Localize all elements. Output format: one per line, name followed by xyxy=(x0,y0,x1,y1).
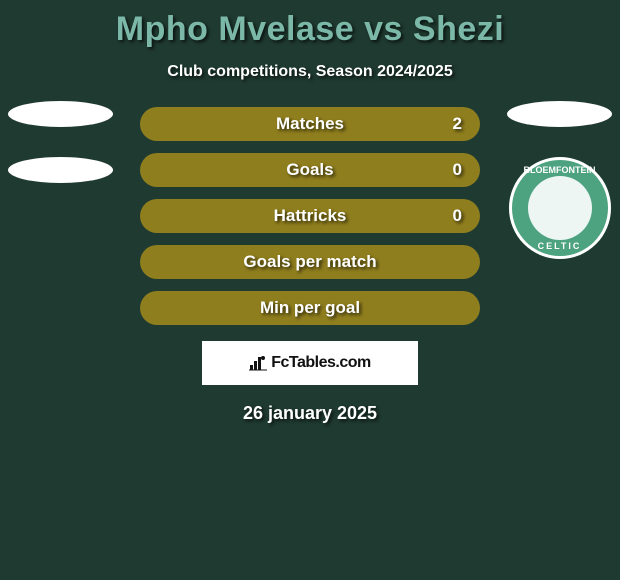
right-team-logo-1 xyxy=(507,101,612,127)
left-team-logo-1 xyxy=(8,101,113,127)
chart-icon xyxy=(249,355,267,371)
stat-label: Matches xyxy=(276,114,344,134)
brand-box: FcTables.com xyxy=(202,341,418,385)
stat-value: 0 xyxy=(453,206,462,226)
stat-label: Goals per match xyxy=(243,252,376,272)
stat-label: Goals xyxy=(286,160,333,180)
club-badge-text-bottom: CELTIC xyxy=(538,241,582,251)
club-badge-inner xyxy=(528,176,592,240)
stat-label: Min per goal xyxy=(260,298,360,318)
page-title: Mpho Mvelase vs Shezi xyxy=(0,0,620,49)
stat-row: Goals per match xyxy=(140,245,480,279)
brand-text: FcTables.com xyxy=(249,354,371,372)
left-team-logos xyxy=(8,101,113,213)
comparison-area: BLOEMFONTEIN CELTIC Matches 2 Goals 0 Ha… xyxy=(0,107,620,424)
right-team-club-badge: BLOEMFONTEIN CELTIC xyxy=(509,157,611,259)
date-label: 26 january 2025 xyxy=(0,403,620,424)
club-badge-text-top: BLOEMFONTEIN xyxy=(524,165,596,175)
stat-row: Matches 2 xyxy=(140,107,480,141)
subtitle: Club competitions, Season 2024/2025 xyxy=(0,63,620,81)
stat-rows: Matches 2 Goals 0 Hattricks 0 Goals per … xyxy=(140,107,480,325)
stat-row: Min per goal xyxy=(140,291,480,325)
stat-row: Goals 0 xyxy=(140,153,480,187)
stat-row: Hattricks 0 xyxy=(140,199,480,233)
stat-value: 0 xyxy=(453,160,462,180)
brand-label: FcTables.com xyxy=(271,354,371,372)
left-team-logo-2 xyxy=(8,157,113,183)
right-team-logos: BLOEMFONTEIN CELTIC xyxy=(507,101,612,259)
stat-label: Hattricks xyxy=(274,206,347,226)
stat-value: 2 xyxy=(453,114,462,134)
